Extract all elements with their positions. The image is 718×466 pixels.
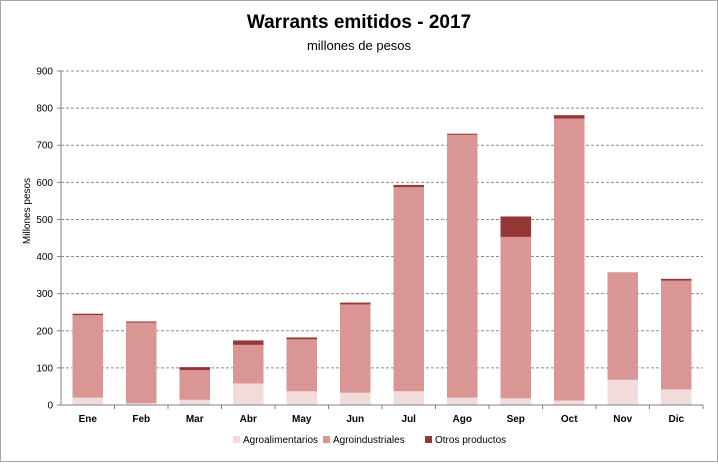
bar-agroalimentarios xyxy=(447,398,477,405)
legend-label: Otros productos xyxy=(435,435,506,446)
bar-agroindustriales xyxy=(233,345,263,384)
bar-agroalimentarios xyxy=(233,383,263,405)
x-tick-label: Jun xyxy=(346,414,364,425)
bar-agroalimentarios xyxy=(501,398,531,405)
bar-layer xyxy=(73,115,692,405)
chart-title: Warrants emitidos - 2017 xyxy=(247,12,471,33)
bar-agroalimentarios xyxy=(608,380,638,405)
bar-agroindustriales xyxy=(608,273,638,380)
y-tick-label: 300 xyxy=(36,289,53,300)
bar-agroindustriales xyxy=(394,187,424,391)
x-tick-label: Jul xyxy=(402,414,417,425)
bar-otros-productos xyxy=(501,216,531,236)
x-tick-label: Nov xyxy=(613,414,632,425)
y-tick-label: 0 xyxy=(47,401,53,412)
x-tick-label: Ago xyxy=(453,414,472,425)
bar-otros-productos xyxy=(287,337,317,339)
y-tick-label: 200 xyxy=(36,326,53,337)
bar-agroindustriales xyxy=(73,315,103,397)
bar-agroindustriales xyxy=(180,370,210,400)
bar-agroalimentarios xyxy=(73,398,103,405)
y-tick-label: 800 xyxy=(36,104,53,115)
bar-agroindustriales xyxy=(661,281,691,390)
x-tick-label: Oct xyxy=(561,414,578,425)
bar-agroalimentarios xyxy=(554,401,584,405)
bar-otros-productos xyxy=(233,340,263,344)
bar-otros-productos xyxy=(73,314,103,315)
bar-otros-productos xyxy=(340,303,370,305)
bar-otros-productos xyxy=(447,134,477,135)
bar-agroindustriales xyxy=(554,119,584,401)
y-tick-label: 700 xyxy=(36,141,53,152)
x-tick-label: Ene xyxy=(79,414,98,425)
y-tick-label: 600 xyxy=(36,178,53,189)
bar-otros-productos xyxy=(126,322,156,323)
x-tick-label: Mar xyxy=(186,414,204,425)
legend: Agroalimentarios Agroindustriales Otros pr… xyxy=(233,435,506,446)
y-tick-label: 100 xyxy=(36,363,53,374)
bar-agroalimentarios xyxy=(340,393,370,405)
bar-otros-productos xyxy=(394,185,424,187)
bar-agroalimentarios xyxy=(661,389,691,405)
bar-agroindustriales xyxy=(340,304,370,392)
y-axis-label: Millones pesos xyxy=(22,178,33,244)
bar-agroindustriales xyxy=(447,135,477,398)
y-tick-label: 500 xyxy=(36,215,53,226)
grid-layer xyxy=(61,71,703,368)
x-tick-label: Abr xyxy=(240,414,257,425)
legend-swatch xyxy=(323,436,330,443)
bar-agroindustriales xyxy=(126,323,156,404)
y-tick-label: 900 xyxy=(36,67,53,78)
chart-subtitle: millones de pesos xyxy=(307,38,412,53)
legend-swatch xyxy=(425,436,432,443)
legend-label: Agroindustriales xyxy=(333,435,405,446)
x-tick-label: Dic xyxy=(668,414,684,425)
bar-agroalimentarios xyxy=(287,391,317,405)
x-tick-label: May xyxy=(292,414,312,425)
legend-swatch xyxy=(233,436,240,443)
bar-otros-productos xyxy=(180,367,210,370)
bar-agroalimentarios xyxy=(180,400,210,405)
bar-agroindustriales xyxy=(501,237,531,398)
y-tick-label: 400 xyxy=(36,252,53,263)
bar-agroindustriales xyxy=(287,339,317,391)
x-tick-label: Sep xyxy=(507,414,525,425)
legend-label: Agroalimentarios xyxy=(243,435,318,446)
bar-otros-productos xyxy=(554,115,584,118)
bar-agroalimentarios xyxy=(394,391,424,405)
bar-otros-productos xyxy=(661,279,691,281)
x-tick-label: Feb xyxy=(132,414,150,425)
